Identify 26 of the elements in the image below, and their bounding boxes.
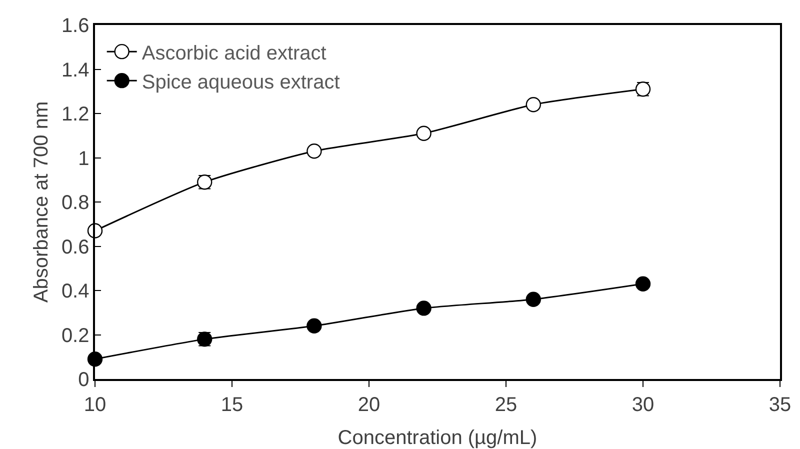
point — [526, 292, 541, 307]
point — [635, 276, 651, 292]
y-tick-label: 1.4 — [61, 59, 90, 82]
x-axis-title: Concentration (µg/mL) — [338, 427, 538, 449]
x-tick-label: 15 — [220, 394, 244, 416]
y-tick-label: 1 — [78, 148, 90, 170]
y-tick-label: 0.6 — [61, 236, 90, 258]
x-tick-label: 25 — [494, 394, 518, 416]
y-axis-title: Absorbance at 700 nm — [30, 101, 52, 303]
y-tick-label: 0 — [78, 369, 90, 391]
x-tick-label: 10 — [84, 394, 106, 416]
point — [416, 300, 432, 316]
legend-label: Ascorbic acid extract — [142, 42, 327, 64]
y-tick-label: 1.6 — [61, 15, 90, 37]
y-tick-label: 0.4 — [61, 280, 90, 302]
y-tick-label: 1.2 — [61, 104, 90, 126]
y-tick-label: 0.2 — [61, 324, 90, 347]
point — [416, 126, 432, 142]
x-tick-label: 20 — [358, 394, 380, 416]
point — [306, 144, 322, 159]
x-tick-label: 30 — [632, 394, 654, 416]
point — [306, 318, 322, 334]
x-tick-label: 35 — [768, 394, 792, 416]
legend-label: Spice aqueous extract — [142, 71, 340, 94]
y-tick-label: 0.8 — [61, 192, 90, 214]
point — [526, 97, 541, 112]
